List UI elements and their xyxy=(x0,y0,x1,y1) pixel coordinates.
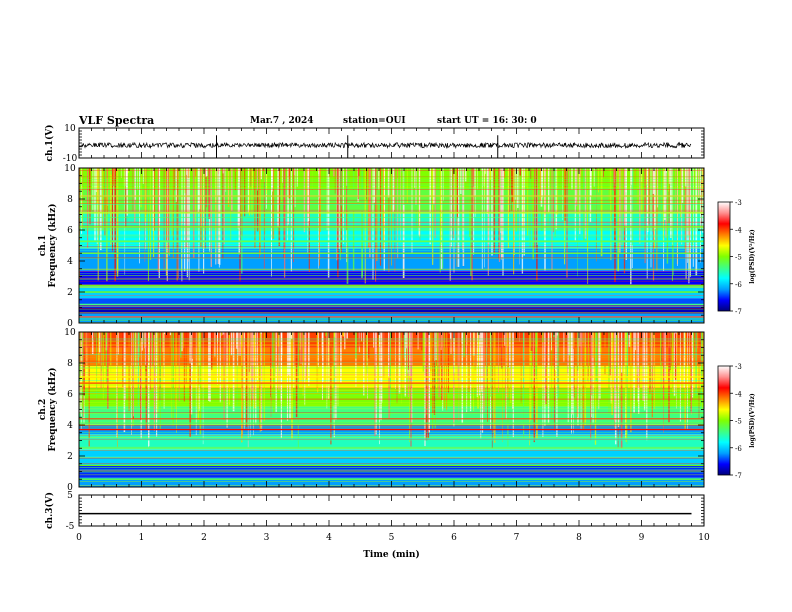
y-tick-label: 10 xyxy=(64,164,76,174)
x-tick-label: 3 xyxy=(264,533,270,543)
ch1-waveform-trace xyxy=(78,141,692,150)
y-tick-label: 6 xyxy=(67,390,73,400)
date-label: Mar.7 , 2024 xyxy=(250,116,314,126)
y-tick-label: -5 xyxy=(66,522,75,532)
colorbar-tick-label: -4 xyxy=(735,226,742,234)
y-tick-label: 2 xyxy=(67,288,73,298)
y-tick-label: -10 xyxy=(63,154,78,164)
y-tick-label: 10 xyxy=(64,124,76,134)
channel-label: ch.2 xyxy=(38,399,48,420)
y-tick-label: 5 xyxy=(67,491,73,501)
y-tick-label: 10 xyxy=(64,328,76,338)
x-axis-title: Time (min) xyxy=(363,549,420,560)
y-axis-label: ch.3(V) xyxy=(44,492,55,529)
start-time-label: start UT = 16: 30: 0 xyxy=(437,116,537,126)
colorbar-tick-label: -3 xyxy=(735,363,742,371)
colorbar-tick-label: -6 xyxy=(735,281,742,289)
y-tick-label: 0 xyxy=(67,319,73,329)
y-tick-label: 4 xyxy=(67,421,73,431)
channel-label: ch.1 xyxy=(38,235,48,256)
colorbar-label: log(PSD)(V²/Hz) xyxy=(749,229,756,284)
y-axis-label: Frequency (kHz) xyxy=(47,203,58,287)
colorbar-title: log(PSD)(V²/Hz) xyxy=(749,229,756,284)
x-axis xyxy=(78,495,705,526)
colorbar-tick-label: -4 xyxy=(735,390,742,398)
x-tick-label: 0 xyxy=(76,533,82,543)
spectrogram-image xyxy=(79,332,704,487)
colorbar xyxy=(717,365,731,476)
y-axis-title: ch.2 Frequency (kHz) xyxy=(38,367,58,451)
colorbar-tick-label: -7 xyxy=(735,308,742,316)
colorbar-tick-label: -3 xyxy=(735,199,742,207)
y-tick-label: 8 xyxy=(67,195,73,205)
colorbar-tick-label: -6 xyxy=(735,445,742,453)
x-tick-label: 2 xyxy=(201,533,207,543)
colorbar-label: log(PSD)(V²/Hz) xyxy=(749,393,756,448)
x-tick-label: 10 xyxy=(698,533,710,543)
x-tick-label: 1 xyxy=(139,533,145,543)
y-axis-label: Frequency (kHz) xyxy=(47,367,58,451)
spectral-band xyxy=(79,307,704,314)
x-tick-label: 7 xyxy=(514,533,520,543)
y-tick-label: 6 xyxy=(67,226,73,236)
x-axis xyxy=(78,168,705,323)
y-axis-label: ch.1(V) xyxy=(44,125,55,162)
spectral-band xyxy=(79,406,704,425)
spectral-band xyxy=(79,434,704,450)
spectral-band xyxy=(79,298,704,308)
colorbar-tick-label: -5 xyxy=(735,418,742,426)
x-tick-label: 9 xyxy=(639,533,645,543)
x-axis xyxy=(78,332,705,487)
y-axis-title: ch.1(V) xyxy=(44,125,55,162)
spectrogram-image xyxy=(79,168,704,323)
x-tick-label: 6 xyxy=(451,533,457,543)
y-tick-label: 4 xyxy=(67,257,73,267)
figure-title: VLF Spectra xyxy=(79,114,155,127)
x-tick-label: 4 xyxy=(326,533,332,543)
colorbar-tick-label: -5 xyxy=(735,254,742,262)
colorbar-title: log(PSD)(V²/Hz) xyxy=(749,393,756,448)
y-tick-label: 2 xyxy=(67,452,73,462)
colorbar xyxy=(717,201,731,312)
y-axis-title: ch.3(V) xyxy=(44,492,55,529)
x-tick-label: 8 xyxy=(576,533,582,543)
y-tick-label: 8 xyxy=(67,359,73,369)
y-tick-label: 0 xyxy=(67,483,73,493)
y-axis-title: ch.1 Frequency (kHz) xyxy=(38,203,58,287)
x-tick-label: 5 xyxy=(389,533,395,543)
colorbar-tick-label: -7 xyxy=(735,472,742,480)
station-label: station=OUI xyxy=(343,116,406,126)
